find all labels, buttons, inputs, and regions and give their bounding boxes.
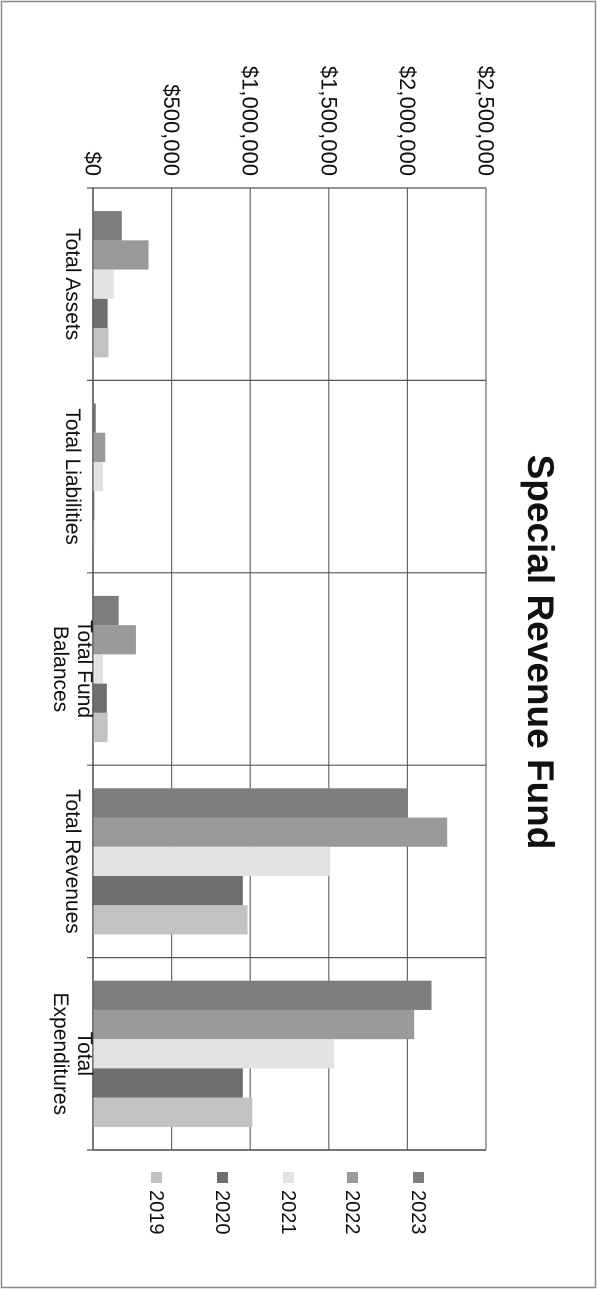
- bar: [93, 625, 136, 655]
- value-tick-label: $0: [81, 152, 106, 176]
- legend-label: 2021: [277, 1190, 299, 1235]
- bar: [93, 595, 119, 626]
- chart-title: Special Revenue Fund: [520, 455, 561, 850]
- value-tick-label: $1,000,000: [238, 66, 263, 176]
- bar: [93, 846, 330, 877]
- plot-area: $0 $500,000 $1,000,000 $1,500,000 $2,000,000…: [49, 66, 499, 1151]
- legend-label: 2023: [407, 1190, 429, 1235]
- value-tick-label: $1,500,000: [316, 66, 341, 176]
- bar: [93, 876, 243, 906]
- category-label: Total FundBalances: [49, 620, 96, 718]
- category-label-line: Total Revenues: [61, 789, 84, 934]
- legend-swatch: [217, 1172, 228, 1183]
- category-label-line: Expenditures: [49, 993, 72, 1116]
- bar: [93, 432, 106, 462]
- bar: [93, 654, 103, 684]
- bar: [93, 905, 248, 935]
- legend-label: 2020: [211, 1190, 233, 1235]
- bar: [93, 980, 432, 1010]
- bar: [93, 403, 96, 433]
- legend: 2023 2022 2021 2020 2019: [145, 1172, 429, 1235]
- legend-swatch: [347, 1172, 358, 1183]
- bar: [93, 712, 108, 743]
- bar: [93, 1068, 243, 1098]
- bar: [93, 211, 122, 241]
- bar: [93, 240, 149, 270]
- bar: [93, 1039, 335, 1069]
- bar: [93, 328, 109, 358]
- legend-swatch: [283, 1172, 294, 1183]
- bar: [93, 683, 107, 713]
- legend-swatch: [413, 1172, 424, 1183]
- value-tick-label: $2,000,000: [395, 66, 420, 176]
- category-label: Total Liabilities: [61, 408, 84, 545]
- bar: [93, 298, 108, 329]
- category-label: TotalExpenditures: [49, 993, 96, 1116]
- bar: [93, 817, 448, 847]
- category-label-line: Balances: [49, 626, 72, 712]
- bar: [93, 1097, 253, 1127]
- value-tick-label: $2,500,000: [474, 66, 499, 176]
- category-label-line: Total: [73, 1032, 96, 1076]
- bar: [93, 520, 95, 550]
- legend-swatch: [151, 1172, 162, 1183]
- value-tick-label: $500,000: [159, 84, 184, 176]
- category-label-line: Total Assets: [61, 228, 84, 340]
- category-label: Total Revenues: [61, 789, 84, 934]
- bar: [93, 461, 103, 492]
- category-label-line: Total Liabilities: [61, 408, 84, 545]
- bar: [93, 1009, 415, 1040]
- bar: [93, 269, 114, 299]
- bar: [93, 788, 408, 818]
- bar: [93, 491, 95, 521]
- legend-label: 2019: [145, 1190, 167, 1235]
- category-label-line: Total Fund: [73, 620, 96, 718]
- category-label: Total Assets: [61, 228, 84, 340]
- legend-label: 2022: [341, 1190, 363, 1235]
